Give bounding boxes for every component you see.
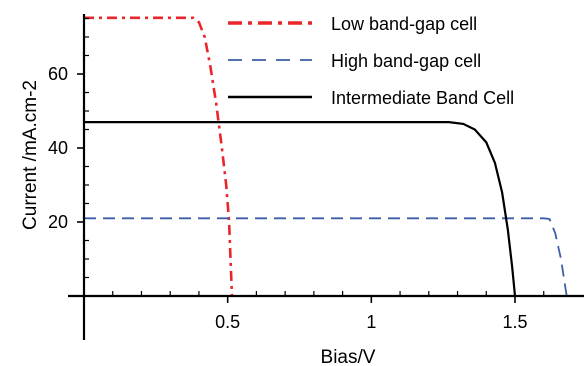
x-tick-label: 1 [366,312,376,332]
legend: Low band-gap cell High band-gap cell Inter… [228,14,514,108]
legend-label-1: Low band-gap cell [331,14,477,34]
y-tick-label: 40 [48,138,68,158]
series-line-3 [84,121,517,297]
axes [68,14,584,340]
y-tick-label: 60 [48,64,68,84]
y-tick-label: 20 [48,212,68,232]
y-axis-title: Current /mA.cm-2 [20,80,41,230]
legend-label-3: Intermediate Band Cell [331,88,514,108]
series-layer [84,16,568,297]
legend-label-2: High band-gap cell [331,51,481,71]
series-line-1 [84,16,234,297]
x-tick-label: 0.5 [215,312,240,332]
tick-labels: 0.5 1 1.5 20 40 60 [48,64,528,332]
x-tick-label: 1.5 [502,312,527,332]
series-line-2 [84,217,568,297]
x-axis-title: Bias/V [321,347,376,366]
ticks [77,17,545,303]
